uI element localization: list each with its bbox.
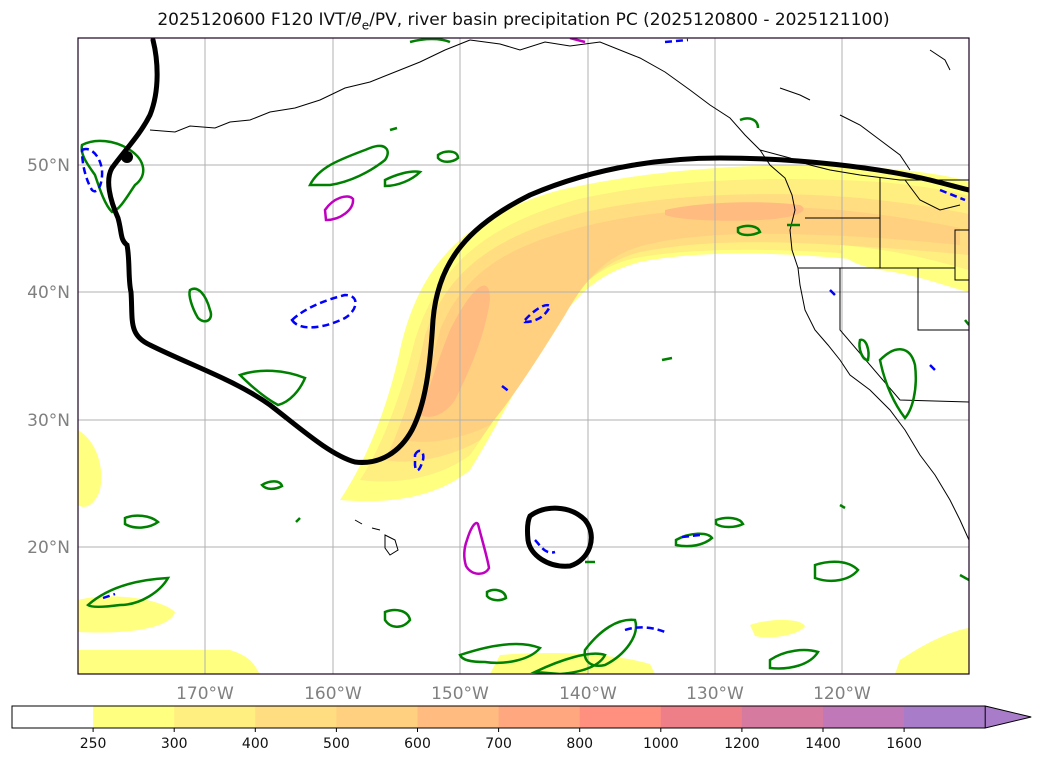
lat-label: 20°N <box>27 538 70 558</box>
colorbar-segment <box>417 706 500 728</box>
colorbar: 250 300 400 500 600 700 800 1000 1200 1400 1600 <box>11 705 1032 752</box>
colorbar-segment <box>660 706 743 728</box>
colorbar-level-label: 1000 <box>643 736 679 752</box>
colorbar-segment <box>255 706 337 728</box>
colorbar-segment <box>579 706 662 728</box>
pv-magenta-contours <box>323 38 586 575</box>
colorbar-segment <box>498 706 581 728</box>
lon-label: 150°W <box>431 684 489 704</box>
lon-label: 130°W <box>686 684 744 704</box>
colorbar-level-label: 1600 <box>886 736 922 752</box>
lon-label: 170°W <box>176 684 234 704</box>
latitude-labels: 50°N 40°N 30°N 20°N <box>27 156 70 558</box>
colorbar-segment <box>93 706 175 728</box>
lat-label: 30°N <box>27 411 70 431</box>
ivt-outline-node <box>121 151 133 163</box>
lat-label: 50°N <box>27 156 70 176</box>
lon-label: 160°W <box>304 684 362 704</box>
map-title: 2025120600 F120 IVT/θe/PV, river basin p… <box>157 10 890 33</box>
ivt-shading <box>78 165 969 674</box>
colorbar-level-label: 500 <box>323 736 350 752</box>
ivt-outline-contours <box>106 38 969 569</box>
pv-dashed-contours <box>80 38 966 634</box>
colorbar-level-label: 700 <box>485 736 512 752</box>
map-frame <box>77 37 970 675</box>
lon-label: 120°W <box>813 684 871 704</box>
coastlines <box>149 39 969 556</box>
colorbar-level-label: 800 <box>566 736 593 752</box>
colorbar-extend-arrow <box>984 705 1032 729</box>
colorbar-level-label: 1200 <box>724 736 760 752</box>
colorbar-segment <box>823 706 905 728</box>
colorbar-level-label: 600 <box>404 736 431 752</box>
lon-label: 140°W <box>559 684 617 704</box>
lat-label: 40°N <box>27 283 70 303</box>
colorbar-segment <box>12 706 94 728</box>
colorbar-level-label: 300 <box>161 736 188 752</box>
colorbar-level-label: 400 <box>242 736 269 752</box>
map-plot-area <box>78 38 969 674</box>
colorbar-segment <box>336 706 418 728</box>
colorbar-level-label: 1400 <box>805 736 841 752</box>
longitude-labels: 170°W 160°W 150°W 140°W 130°W 120°W <box>176 684 871 704</box>
colorbar-segment <box>174 706 256 728</box>
colorbar-segment <box>904 706 986 728</box>
theta-e-contours <box>80 38 969 674</box>
colorbar-segment <box>741 706 824 728</box>
colorbar-level-label: 250 <box>80 736 107 752</box>
